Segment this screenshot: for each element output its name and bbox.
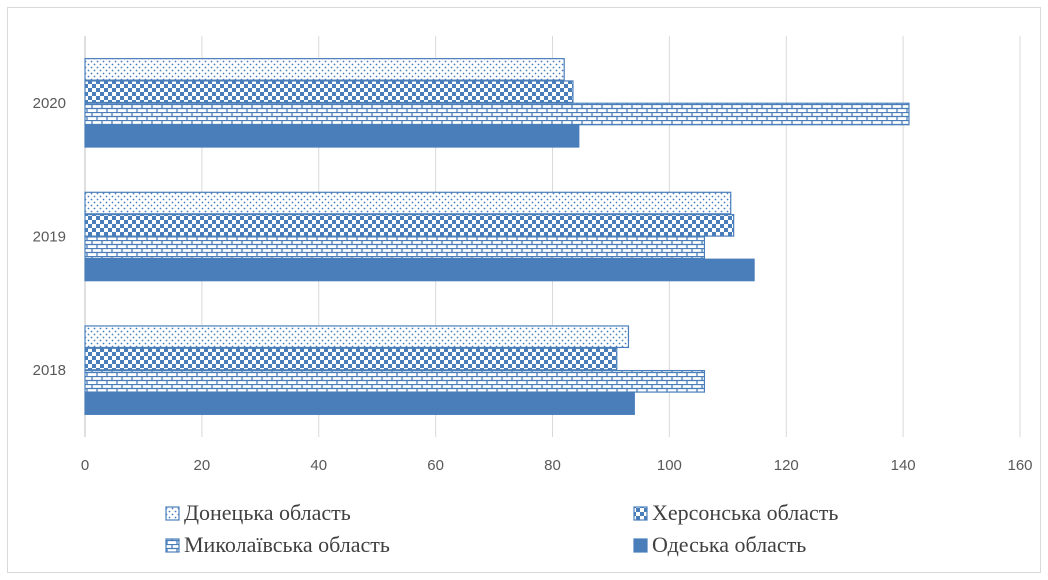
y-category-label: 2018: [33, 362, 66, 379]
chart-frame: [7, 7, 1041, 573]
bar: [84, 369, 706, 393]
bar: [84, 191, 732, 215]
bar: [84, 325, 630, 349]
legend: Донецька область Херсонська область Микола…: [165, 500, 838, 557]
y-category-label: 2020: [33, 95, 66, 112]
bar: [84, 347, 618, 371]
y-category-label: 2019: [33, 229, 66, 246]
bar: [84, 236, 706, 259]
bar: [84, 102, 910, 126]
x-tick-label: 0: [81, 457, 89, 474]
legend-label: Донецька область: [184, 500, 351, 525]
bar: [84, 80, 574, 104]
bar: [84, 124, 580, 148]
x-tick-label: 100: [657, 457, 682, 474]
x-tick-label: 120: [774, 457, 799, 474]
x-tick-label: 40: [310, 457, 327, 474]
legend-swatch: [165, 506, 180, 521]
legend-swatch: [633, 506, 648, 521]
x-axis-ticks: 0 20 40 60 80 100 120 140 160: [81, 457, 1033, 474]
legend-label: Миколаївська область: [184, 532, 390, 557]
bars: [84, 58, 910, 415]
bar: [84, 392, 635, 415]
legend-swatch: [633, 538, 648, 553]
y-axis-categories: 2018 2019 2020: [33, 95, 66, 379]
bar: [84, 214, 735, 237]
legend-label: Одеська область: [652, 532, 806, 557]
legend-label: Херсонська область: [652, 500, 838, 525]
bar: [84, 258, 755, 282]
legend-swatch: [165, 538, 180, 553]
x-tick-label: 80: [544, 457, 561, 474]
bar: [84, 58, 565, 81]
x-tick-label: 160: [1007, 457, 1032, 474]
x-tick-label: 20: [194, 457, 211, 474]
x-tick-label: 140: [891, 457, 916, 474]
x-tick-label: 60: [427, 457, 444, 474]
